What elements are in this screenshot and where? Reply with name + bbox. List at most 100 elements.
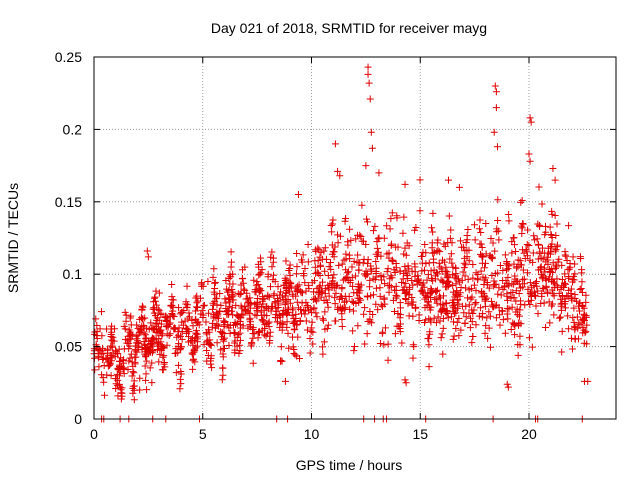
data-point bbox=[503, 266, 511, 274]
data-point bbox=[363, 215, 371, 223]
data-point bbox=[320, 247, 328, 255]
data-point bbox=[542, 324, 550, 332]
data-point bbox=[429, 228, 437, 236]
data-point bbox=[225, 302, 233, 310]
data-point bbox=[293, 249, 301, 257]
data-point bbox=[467, 314, 475, 322]
data-point bbox=[128, 372, 136, 380]
data-point bbox=[374, 306, 382, 314]
data-point bbox=[148, 359, 156, 367]
data-point bbox=[548, 277, 556, 285]
data-point bbox=[225, 275, 233, 283]
data-point bbox=[229, 311, 237, 319]
data-point bbox=[363, 330, 371, 338]
data-point bbox=[320, 316, 328, 324]
data-point bbox=[380, 234, 388, 242]
data-point bbox=[419, 248, 427, 256]
x-axis-label: GPS time / hours bbox=[296, 457, 403, 473]
data-point bbox=[341, 275, 349, 283]
data-point bbox=[257, 254, 265, 262]
data-point bbox=[211, 290, 219, 298]
data-point bbox=[263, 320, 271, 328]
data-point bbox=[425, 334, 433, 342]
data-point bbox=[219, 364, 227, 372]
data-point bbox=[366, 95, 374, 103]
data-point bbox=[426, 293, 434, 301]
data-point bbox=[97, 350, 105, 358]
data-point bbox=[141, 314, 149, 322]
data-point bbox=[462, 261, 470, 269]
data-point bbox=[396, 314, 404, 322]
data-point bbox=[354, 251, 362, 259]
data-point bbox=[563, 257, 571, 265]
data-point bbox=[397, 320, 405, 328]
data-point bbox=[361, 340, 369, 348]
data-point bbox=[220, 337, 228, 345]
data-point bbox=[354, 322, 362, 330]
data-point bbox=[274, 283, 282, 291]
data-point bbox=[388, 256, 396, 264]
data-point bbox=[136, 374, 144, 382]
data-point bbox=[541, 231, 549, 239]
data-point bbox=[562, 252, 570, 260]
data-point bbox=[283, 310, 291, 318]
data-point bbox=[537, 254, 545, 262]
data-point bbox=[583, 321, 591, 329]
data-point bbox=[387, 215, 395, 223]
data-point bbox=[134, 331, 142, 339]
grid-lines bbox=[94, 57, 616, 419]
data-point bbox=[150, 294, 158, 302]
data-point bbox=[99, 374, 107, 382]
data-point bbox=[501, 329, 509, 337]
data-point bbox=[239, 311, 247, 319]
data-point bbox=[465, 301, 473, 309]
data-point bbox=[430, 266, 438, 274]
data-point bbox=[130, 369, 138, 377]
data-point bbox=[160, 352, 168, 360]
data-point bbox=[293, 270, 301, 278]
data-point bbox=[575, 307, 583, 315]
data-point bbox=[202, 318, 210, 326]
data-point bbox=[166, 319, 174, 327]
data-point bbox=[505, 217, 513, 225]
data-point bbox=[293, 263, 301, 271]
data-point bbox=[381, 280, 389, 288]
data-point bbox=[352, 235, 360, 243]
data-point bbox=[278, 293, 286, 301]
data-point bbox=[157, 320, 165, 328]
data-point bbox=[111, 374, 119, 382]
data-point bbox=[261, 321, 269, 329]
data-point bbox=[416, 176, 424, 184]
data-point bbox=[414, 275, 422, 283]
data-point bbox=[376, 292, 384, 300]
data-point bbox=[343, 269, 351, 277]
data-point bbox=[545, 273, 553, 281]
data-point bbox=[328, 228, 336, 236]
data-point bbox=[384, 281, 392, 289]
data-point bbox=[484, 334, 492, 342]
data-point bbox=[324, 303, 332, 311]
data-point bbox=[364, 70, 372, 78]
data-point bbox=[302, 317, 310, 325]
data-point bbox=[141, 362, 149, 370]
data-point bbox=[361, 304, 369, 312]
data-point bbox=[159, 366, 167, 374]
data-point bbox=[503, 310, 511, 318]
data-point bbox=[316, 272, 324, 280]
data-point bbox=[403, 271, 411, 279]
data-point bbox=[476, 240, 484, 248]
data-point bbox=[338, 285, 346, 293]
data-point bbox=[121, 325, 129, 333]
data-point bbox=[143, 386, 151, 394]
data-point bbox=[523, 241, 531, 249]
data-point bbox=[453, 287, 461, 295]
data-point bbox=[348, 274, 356, 282]
data-point bbox=[485, 324, 493, 332]
data-point bbox=[289, 304, 296, 312]
data-point bbox=[582, 291, 590, 299]
data-point bbox=[453, 318, 461, 326]
data-point bbox=[443, 308, 451, 316]
data-point bbox=[349, 307, 357, 315]
data-point bbox=[324, 271, 332, 279]
data-point bbox=[464, 226, 472, 234]
